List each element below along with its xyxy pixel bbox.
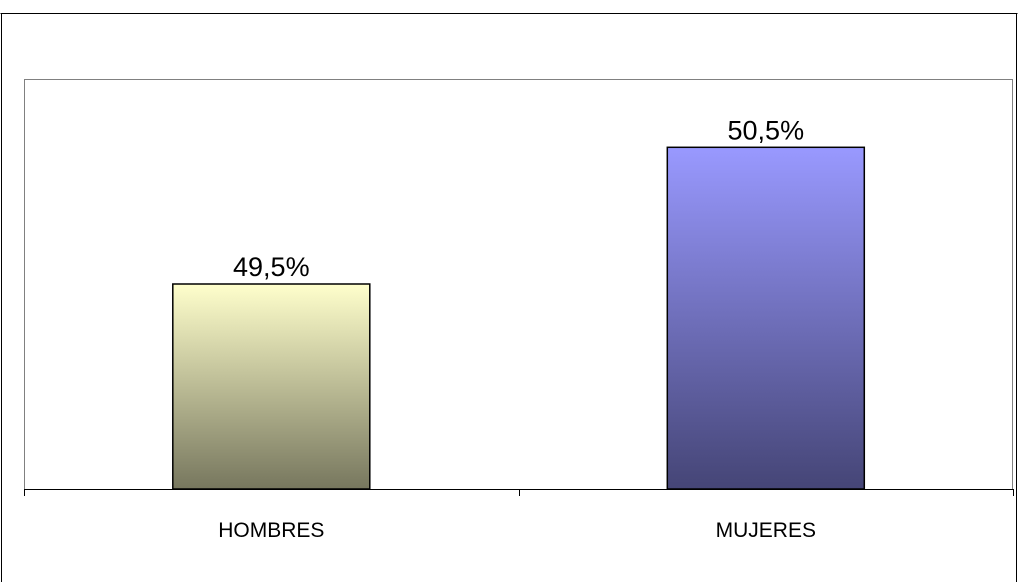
data-label-mujeres: 50,5%: [728, 115, 805, 145]
data-labels-group: 49,5% 50,5%: [233, 115, 804, 282]
x-axis-ticks: [24, 489, 1014, 496]
bars-group: [172, 146, 866, 490]
data-label-hombres: 49,5%: [233, 252, 310, 282]
category-label-mujeres: MUJERES: [716, 519, 816, 542]
bar-mujeres: [666, 146, 866, 490]
bar-hombres: [172, 283, 371, 490]
x-axis-labels: HOMBRES MUJERES: [218, 519, 816, 542]
category-label-hombres: HOMBRES: [218, 519, 324, 542]
